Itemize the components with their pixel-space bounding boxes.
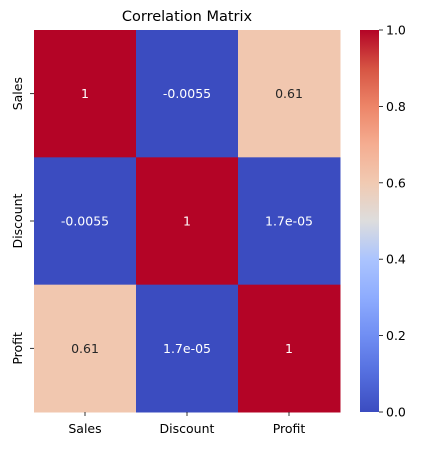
heatmap-cell [238, 30, 341, 158]
cell-value-label: 1 [285, 341, 293, 356]
cell-value-label: 0.61 [275, 86, 303, 101]
x-tick-label: Sales [68, 421, 101, 436]
cell-value-label: -0.0055 [61, 214, 109, 229]
x-axis: Sales Discount Profit [68, 412, 305, 436]
heatmap-cell [34, 30, 137, 158]
chart-title: Correlation Matrix [122, 9, 253, 25]
heatmap-cells: 1 -0.0055 0.61 -0.0055 1 1.7e-05 0.61 1.7e-05 1 [34, 30, 341, 413]
heatmap-cell [136, 30, 239, 158]
y-tick-label: Sales [10, 77, 25, 110]
heatmap-cell [136, 284, 239, 413]
heatmap-cell [34, 157, 137, 286]
cell-value-label: 1.7e-05 [265, 214, 313, 229]
y-axis: Sales Discount Profit [10, 77, 34, 365]
colorbar-tick-label: 1.0 [386, 23, 406, 38]
heatmap-cell [238, 284, 341, 413]
colorbar-gradient [360, 30, 379, 412]
colorbar-tick-label: 0.6 [386, 175, 406, 190]
cell-value-label: 1.7e-05 [163, 341, 211, 356]
colorbar-tick-label: 0.2 [386, 328, 406, 343]
x-tick-label: Profit [273, 421, 306, 436]
y-tick-label: Profit [10, 332, 25, 365]
heatmap-cell [238, 157, 341, 286]
colorbar-tick-label: 0.0 [386, 405, 406, 420]
heatmap-cell [34, 284, 137, 413]
heatmap-cell [136, 157, 239, 286]
cell-value-label: -0.0055 [163, 86, 211, 101]
colorbar-tick-label: 0.4 [386, 252, 406, 267]
cell-value-label: 0.61 [71, 341, 99, 356]
colorbar-tick-label: 0.8 [386, 99, 406, 114]
cell-value-label: 1 [183, 214, 191, 229]
colorbar: 0.0 0.2 0.4 0.6 0.8 1.0 [360, 23, 406, 420]
x-tick-label: Discount [160, 421, 215, 436]
y-tick-label: Discount [10, 193, 25, 248]
cell-value-label: 1 [81, 86, 89, 101]
